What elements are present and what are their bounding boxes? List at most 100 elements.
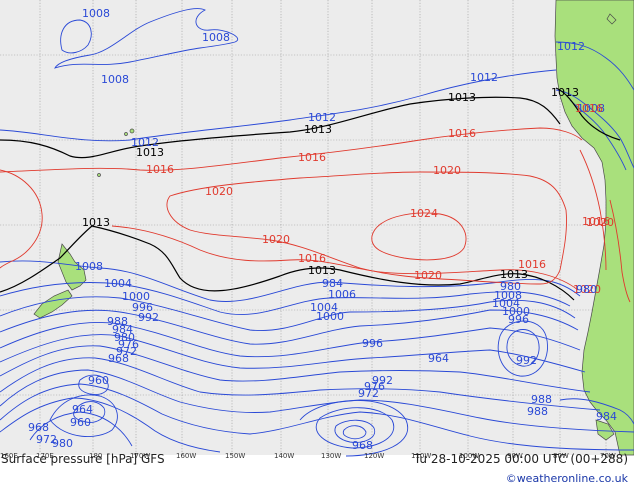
- isobar-label: 972: [358, 387, 379, 400]
- isobar-968: [0, 397, 221, 453]
- standard-isobar-1013: [0, 87, 621, 301]
- isobar-960: [49, 394, 118, 437]
- isobar-992: [497, 320, 548, 377]
- isobar-label: 1024: [410, 207, 438, 220]
- lake-titicaca-region: [606, 13, 617, 25]
- isobar-984: [0, 345, 591, 393]
- tierra-del-fuego: [595, 419, 615, 441]
- pacific-islands: [97, 173, 101, 177]
- isobar-label: 1013: [304, 123, 332, 136]
- isobar-label: 1004: [104, 277, 132, 290]
- isobar-1012: [0, 69, 557, 142]
- new-zealand-north-island: [57, 243, 87, 291]
- isobar-label: 1016: [575, 102, 603, 115]
- isobar-labels: 1008 1008 1008 1012 1012 1012 1012 1008 …: [28, 7, 617, 452]
- isobar-label: 988: [107, 315, 128, 328]
- isobar-972: [0, 383, 634, 451]
- isobar-1008: [54, 8, 238, 69]
- isobar-label: 1013: [136, 146, 164, 159]
- isobar-label: 980: [114, 331, 135, 344]
- isobar-label: 996: [132, 301, 153, 314]
- isobar-976: [0, 369, 634, 433]
- isobar-label: 996: [362, 337, 383, 350]
- isobar-label: 1012: [557, 40, 585, 53]
- isobar-label: 1016: [448, 127, 476, 140]
- isobar-label: 1012: [308, 111, 336, 124]
- isobar-1016: [0, 127, 583, 173]
- longitude-ticks: 160E 170E 180 170W 160W 150W 140W 130W 1…: [0, 452, 616, 460]
- isobar-1012: [555, 41, 634, 91]
- isobar-label: 1020: [262, 233, 290, 246]
- isobar-960-south: [78, 374, 109, 395]
- isobar-1016: [111, 225, 579, 291]
- longitude-tick: 140W: [274, 452, 294, 460]
- isobar-label: 984: [322, 277, 343, 290]
- isobar-label: 992: [372, 374, 393, 387]
- isobar-label: 1013: [551, 86, 579, 99]
- isobar-1016: [579, 149, 607, 271]
- longitude-tick: 120W: [364, 452, 384, 460]
- isobar-label: 1012: [470, 71, 498, 84]
- pacific-islands: [129, 128, 135, 134]
- isobar-label: 1013: [448, 91, 476, 104]
- isobar-label: 968: [352, 439, 373, 452]
- isobar-964: [342, 425, 367, 440]
- isobar-label: 992: [516, 354, 537, 367]
- high-pressure-isobars: [0, 127, 631, 303]
- isobar-980: [559, 398, 634, 425]
- south-america-landmass: [554, 0, 634, 456]
- longitude-tick: 70W: [600, 452, 616, 460]
- isobar-label: 1013: [308, 264, 336, 277]
- isobar-label: 1008: [202, 31, 230, 44]
- isobar-968: [334, 419, 376, 443]
- isobar-label: 980: [576, 283, 597, 296]
- isobar-1000: [0, 296, 576, 331]
- isobar-label: 1020: [586, 216, 614, 229]
- longitude-tick: 80W: [553, 452, 569, 460]
- low-pressure-isobars: [0, 8, 634, 457]
- isobar-1004: [0, 282, 571, 316]
- isobar-label: 992: [138, 311, 159, 324]
- longitude-tick: 90W: [507, 452, 523, 460]
- isobar-label: 1004: [492, 297, 520, 310]
- isobar-1020: [166, 171, 567, 285]
- isobar-label: 976: [364, 380, 385, 393]
- land-masses: [33, 0, 634, 456]
- product-title: Surface pressure [hPa] GFS: [1, 452, 165, 466]
- isobar-label: 1016: [298, 252, 326, 265]
- isobar-988: [0, 334, 586, 373]
- isobar-992: [0, 321, 581, 358]
- isobar-label: 1000: [316, 310, 344, 323]
- isobar-label: 988: [531, 393, 552, 406]
- isobar-label: 1016: [298, 151, 326, 164]
- isobar-956: [73, 401, 106, 423]
- isobar-label: 1008: [101, 73, 129, 86]
- isobar-label: 968: [28, 421, 49, 434]
- longitude-tick: 170W: [130, 452, 150, 460]
- isobar-label: 960: [70, 416, 91, 429]
- longitude-tick: 100W: [459, 452, 479, 460]
- isobar-label: 1008: [577, 102, 605, 115]
- valid-time: Tu 28-10-2025 00:00 UTC (00+288): [413, 452, 628, 466]
- isobar-label: 988: [527, 405, 548, 418]
- longitude-tick: 160W: [176, 452, 196, 460]
- isobar-label: 1016: [146, 163, 174, 176]
- longitude-tick: 110W: [411, 452, 431, 460]
- isobar-label: 1006: [328, 288, 356, 301]
- isobar-label: 972: [36, 433, 57, 446]
- isobar-label: 1020: [414, 269, 442, 282]
- isobar-label: 972: [116, 345, 137, 358]
- isobar-label: 976: [118, 338, 139, 351]
- isobar-964: [29, 411, 133, 447]
- isobar-label: 1000: [122, 290, 150, 303]
- isobar-1008: [555, 89, 634, 169]
- longitude-tick: 170E: [36, 452, 54, 460]
- isobar-label: 1008: [75, 260, 103, 273]
- isobar-1016: [0, 169, 43, 269]
- isobar-label: 964: [72, 403, 93, 416]
- isobar-988: [506, 329, 540, 367]
- isobar-label: 1020: [433, 164, 461, 177]
- longitude-tick: 130W: [321, 452, 341, 460]
- isobar-label: 1008: [82, 7, 110, 20]
- isobar-label: 1008: [494, 289, 522, 302]
